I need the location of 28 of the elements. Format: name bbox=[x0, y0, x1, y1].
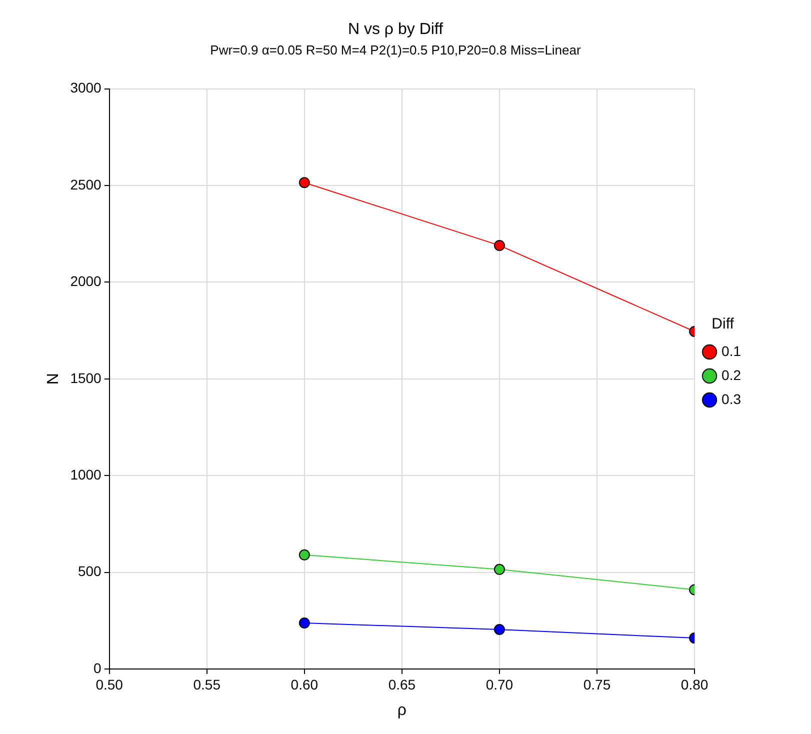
legend-title: Diff bbox=[712, 316, 735, 333]
point bbox=[494, 624, 505, 636]
point bbox=[494, 240, 505, 251]
x-tick-label: 0.80 bbox=[680, 676, 708, 692]
x-tick-label: 0.55 bbox=[193, 676, 221, 692]
legend-label: 0.1 bbox=[722, 342, 742, 359]
point bbox=[494, 564, 505, 575]
point bbox=[298, 177, 310, 188]
point bbox=[298, 617, 310, 628]
legend-label: 0.2 bbox=[722, 366, 742, 383]
point bbox=[298, 549, 310, 560]
x-tick-label: 0.65 bbox=[388, 676, 416, 692]
y-tick-label: 1500 bbox=[70, 370, 102, 386]
y-tick-label: 0 bbox=[94, 660, 102, 676]
x-axis-title: ρ bbox=[397, 702, 406, 719]
y-tick-label: 3000 bbox=[70, 80, 102, 96]
y-tick-label: 1000 bbox=[70, 466, 102, 482]
y-tick-label: 2000 bbox=[70, 273, 102, 290]
x-tick-label: 0.70 bbox=[486, 676, 514, 692]
legend-label: 0.3 bbox=[722, 390, 742, 407]
x-tick-label: 0.75 bbox=[583, 676, 611, 692]
x-tick-label: 0.60 bbox=[290, 676, 318, 692]
chart-title: N vs ρ by Diff bbox=[348, 21, 444, 38]
y-tick-label: 500 bbox=[78, 563, 102, 580]
y-tick-label: 2500 bbox=[70, 176, 102, 192]
x-tick-label: 0.50 bbox=[96, 676, 124, 692]
chart-subtitle: Pwr=0.9 α=0.05 R=50 M=4 P2(1)=0.5 P10,P20=0.8 Miss=Linear bbox=[210, 42, 582, 58]
y-axis-title: N bbox=[45, 373, 62, 385]
